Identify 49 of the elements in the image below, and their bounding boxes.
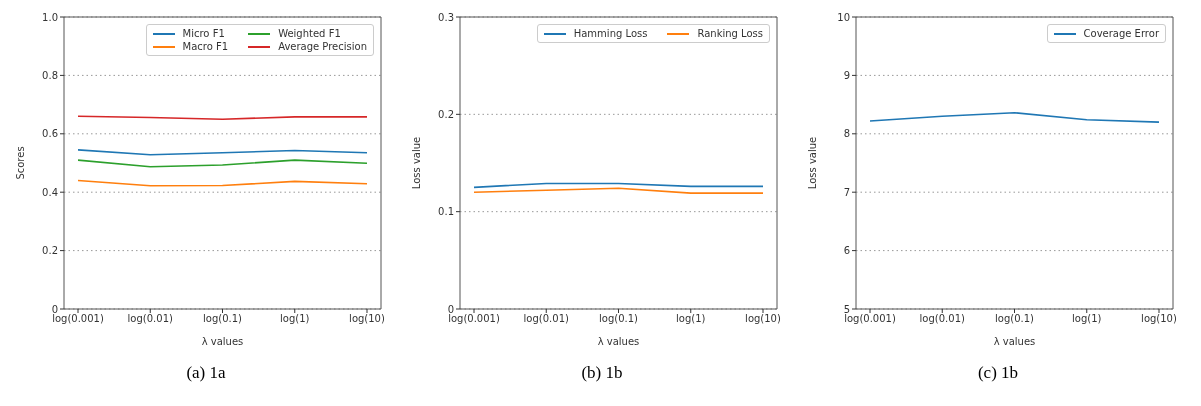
y-tick-label: 1.0 — [42, 11, 58, 23]
legend-label: Average Precision — [278, 41, 367, 52]
legend-label: Hamming Loss — [573, 28, 648, 39]
y-tick-label: 10 — [837, 11, 850, 23]
x-axis-title: λ values — [993, 336, 1036, 347]
y-tick-label: 5 — [843, 303, 850, 315]
x-tick-label: log(1) — [280, 313, 310, 325]
x-tick-label: log(1) — [676, 313, 706, 325]
legend-label: Coverage Error — [1083, 28, 1159, 39]
line-series — [77, 159, 368, 168]
y-tick-label: 9 — [843, 69, 850, 81]
x-tick-label: log(1) — [1072, 313, 1102, 325]
x-axis-title: λ values — [597, 336, 640, 347]
text: (c) 1b — [976, 363, 1020, 383]
y-tick-label: 0.2 — [42, 245, 58, 257]
y-tick-label: 6 — [843, 245, 850, 257]
x-tick-label: log(0.01) — [919, 313, 965, 325]
x-tick-label: log(0.001) — [448, 313, 500, 325]
y-tick-label: 0.8 — [42, 69, 58, 81]
x-tick-label: log(0.1) — [995, 313, 1035, 325]
y-tick-label: 0.4 — [42, 186, 58, 198]
x-tick-label: log(10) — [1141, 313, 1177, 325]
y-tick-label: 8 — [843, 128, 850, 140]
legend-label: Macro F1 — [182, 41, 229, 52]
x-axis-title: λ values — [201, 336, 244, 347]
legend-label: Weighted F1 — [278, 28, 341, 39]
y-tick-label: 0.6 — [42, 128, 58, 140]
x-tick-label: log(0.001) — [52, 313, 104, 325]
legend-label: Ranking Loss — [697, 28, 763, 39]
y-tick-label: 0 — [51, 303, 58, 315]
line-series — [869, 111, 1160, 123]
x-tick-label: log(0.01) — [127, 313, 173, 325]
y-axis-title: Loss value — [806, 136, 818, 190]
x-tick-label: log(0.1) — [599, 313, 639, 325]
x-tick-label: log(0.01) — [523, 313, 569, 325]
x-tick-label: log(0.1) — [203, 313, 243, 325]
y-axis-title: Loss value — [410, 136, 422, 190]
y-axis-title: Scores — [14, 146, 26, 180]
y-tick-label: 0.3 — [438, 11, 454, 23]
x-tick-label: log(10) — [349, 313, 385, 325]
legend-label: Micro F1 — [182, 28, 225, 39]
x-tick-label: log(10) — [745, 313, 781, 325]
y-tick-label: 0.1 — [438, 206, 454, 218]
x-tick-label: log(0.001) — [844, 313, 896, 325]
text: (a) 1a — [185, 363, 227, 383]
y-tick-label: 7 — [843, 186, 850, 198]
y-tick-label: 0.2 — [438, 108, 454, 120]
text: (b) 1b — [580, 363, 624, 383]
y-tick-label: 0 — [447, 303, 454, 315]
